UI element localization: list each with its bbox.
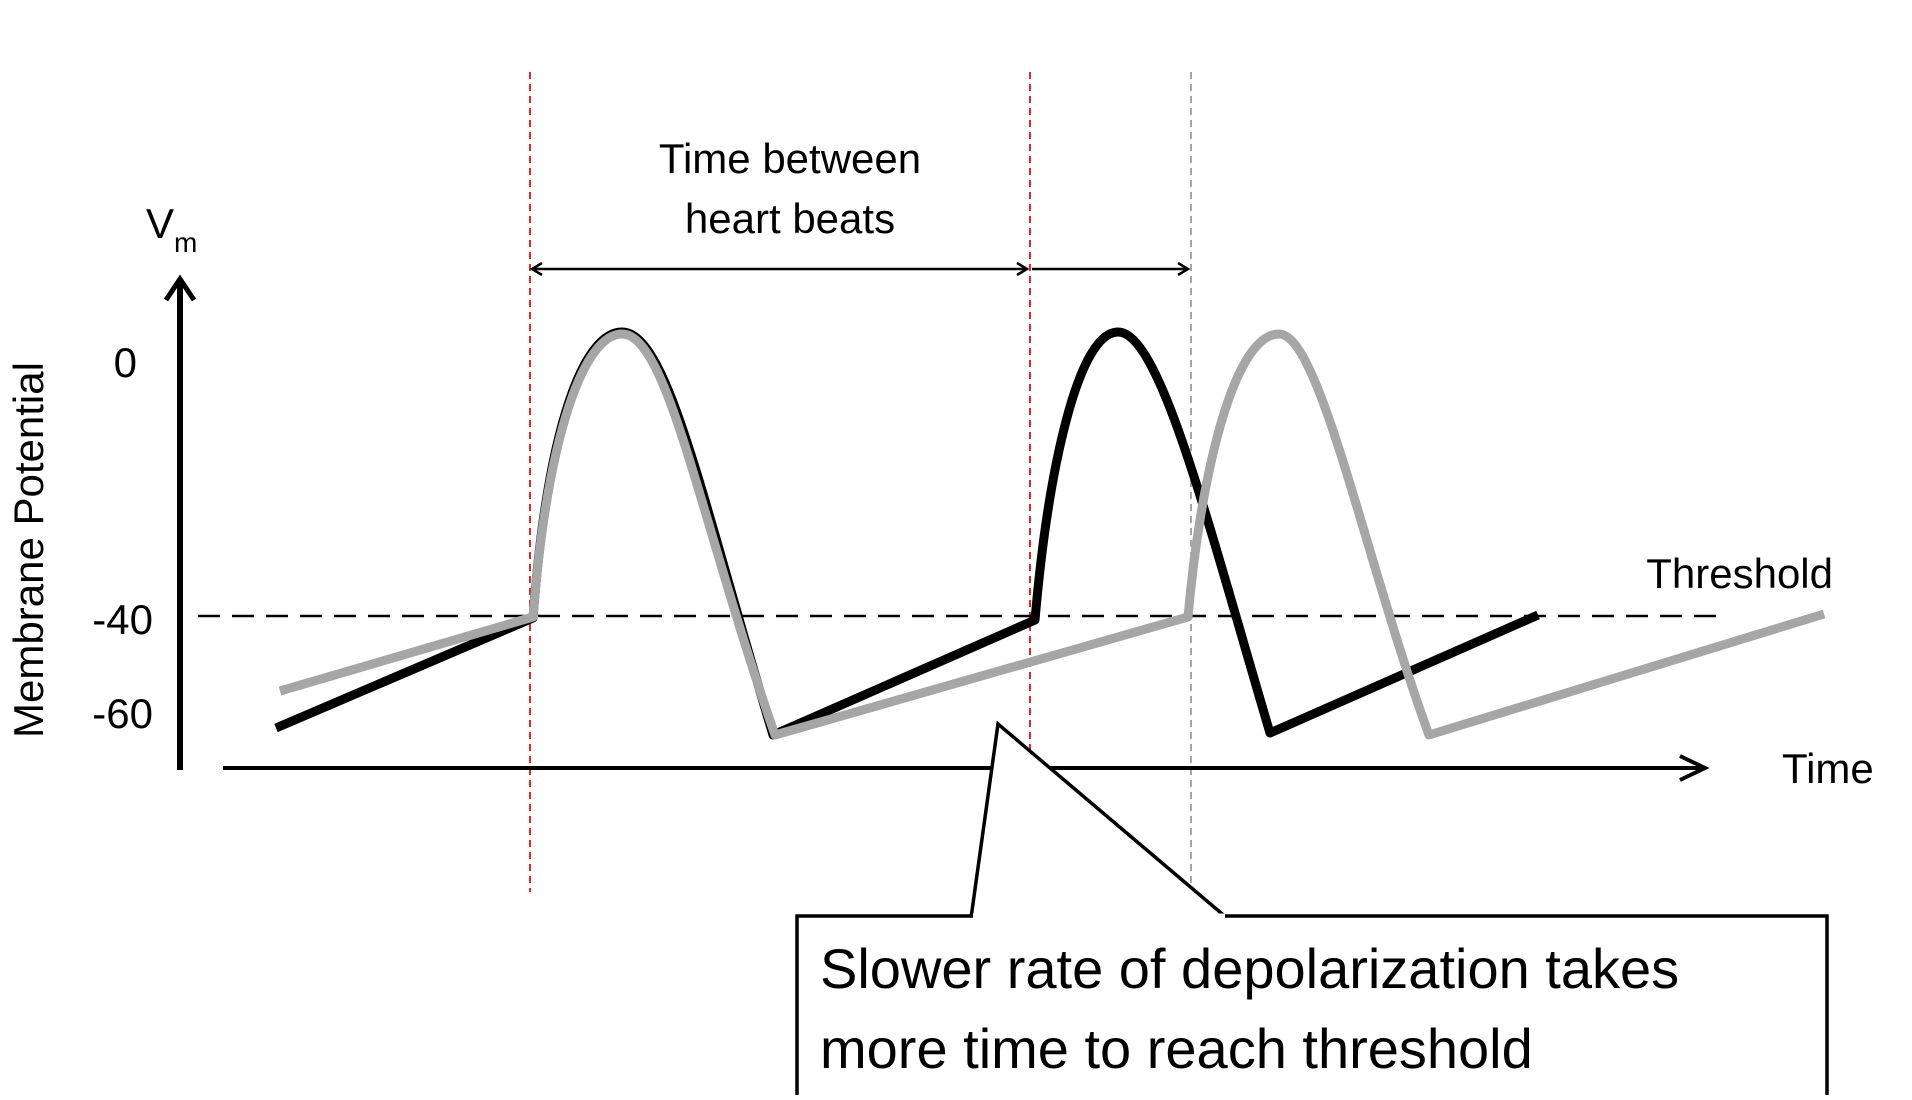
callout-pointer <box>968 720 1232 920</box>
fast-depolarization-trace <box>274 327 1540 740</box>
y-axis-arrowhead <box>163 274 197 302</box>
callout-text-line1: Slower rate of depolarization takes <box>820 937 1679 1000</box>
slow-depolarization-trace <box>278 329 1826 740</box>
y-axis-label: Membrane Potential <box>5 362 52 738</box>
x-axis-label: Time <box>1782 745 1874 792</box>
threshold-label: Threshold <box>1646 550 1833 597</box>
interval-label-line2: heart beats <box>685 195 895 242</box>
y-tick-0: 0 <box>114 339 137 386</box>
callout-text-line2: more time to reach threshold <box>820 1017 1533 1080</box>
y-tick-minus-60: -60 <box>92 690 153 737</box>
x-axis-arrowhead <box>1679 754 1710 782</box>
y-axis-symbol: Vm <box>146 200 197 258</box>
interval-label-line1: Time between <box>659 135 921 182</box>
y-tick-minus-40: -40 <box>92 596 153 643</box>
callout-box <box>795 914 1829 1100</box>
